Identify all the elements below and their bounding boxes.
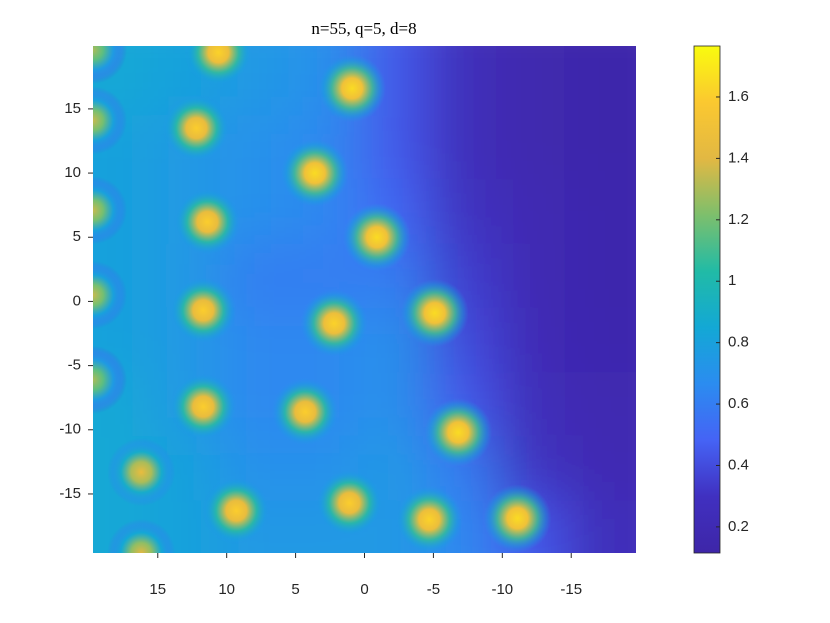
peak — [173, 187, 242, 256]
peak — [162, 94, 231, 163]
peak — [300, 289, 369, 358]
field-cell — [495, 243, 566, 309]
x-tick-label: -5 — [427, 581, 440, 598]
field-cell — [426, 46, 497, 117]
y-tick-label: 0 — [73, 292, 81, 309]
colorbar-tick-label: 0.6 — [728, 395, 749, 412]
field-cell — [93, 115, 152, 181]
peak — [93, 46, 127, 84]
field-cell — [564, 243, 636, 309]
peak — [424, 398, 493, 467]
field-cell — [357, 372, 428, 438]
peak — [342, 203, 411, 272]
peak — [93, 261, 127, 329]
field-cell — [564, 372, 636, 438]
peak — [93, 86, 127, 155]
x-tick-label: 5 — [291, 581, 299, 598]
field-cell — [219, 115, 290, 181]
field-cell — [426, 179, 497, 245]
peak — [184, 46, 253, 87]
field-cell — [93, 500, 152, 553]
colorbar-tick-label: 1.6 — [728, 88, 749, 105]
peak — [93, 345, 127, 414]
field-cell — [495, 46, 566, 117]
field-cell — [564, 46, 636, 117]
field-cell — [93, 243, 152, 309]
colorbar-tick-label: 1 — [728, 272, 736, 289]
y-tick-label: -5 — [68, 357, 81, 374]
peak — [395, 485, 464, 553]
colorbar-tick-label: 0.4 — [728, 456, 749, 473]
y-tick-label: 15 — [64, 100, 81, 117]
y-tick-label: 5 — [73, 228, 81, 245]
peak — [107, 519, 176, 553]
x-tick-label: 0 — [360, 581, 368, 598]
peak — [315, 468, 384, 537]
peak — [169, 372, 238, 441]
colorbar-tick-label: 1.2 — [728, 211, 749, 228]
colorbar-tick-label: 0.2 — [728, 518, 749, 535]
field-cell — [495, 372, 566, 438]
field-cell — [357, 115, 428, 181]
field-cell — [564, 436, 636, 502]
field-cell — [495, 115, 566, 181]
x-tick-label: -10 — [491, 581, 513, 598]
peak — [93, 176, 127, 245]
colorbar-scale — [693, 45, 721, 554]
field-cell — [564, 115, 636, 181]
field-cell — [93, 179, 152, 245]
field-cell — [564, 179, 636, 245]
peak — [107, 438, 176, 507]
colorbar-tick-label: 1.4 — [728, 149, 749, 166]
peak — [271, 377, 340, 446]
field-cell — [93, 46, 152, 117]
x-tick-label: 10 — [218, 581, 235, 598]
y-tick-label: 10 — [64, 164, 81, 181]
field-cell — [564, 307, 636, 374]
field-cell — [495, 307, 566, 374]
peak — [169, 276, 238, 345]
field-cell — [495, 179, 566, 245]
peaks — [93, 46, 552, 553]
peak — [318, 54, 387, 123]
axes: 15 10 5 0 -5 -10 -15 -15 -10 -5 0 5 10 15 — [59, 100, 582, 598]
chart-title: n=55, q=5, d=8 — [311, 19, 416, 38]
y-tick-label: -10 — [59, 421, 81, 438]
peak — [400, 278, 469, 347]
plot-area — [93, 46, 636, 553]
peak — [202, 476, 271, 545]
peak — [280, 139, 349, 208]
field-cell — [564, 500, 636, 553]
x-tick-label: -15 — [560, 581, 582, 598]
field-cell — [93, 372, 152, 438]
colorbar: 0.2 0.4 0.6 0.8 1 1.2 1.4 1.6 — [693, 45, 749, 554]
y-tick-label: -15 — [59, 485, 81, 502]
x-tick-label: 15 — [149, 581, 166, 598]
peak — [483, 484, 552, 553]
colorbar-tick-label: 0.8 — [728, 334, 749, 351]
field-cell — [426, 115, 497, 181]
field-cell — [93, 307, 152, 374]
